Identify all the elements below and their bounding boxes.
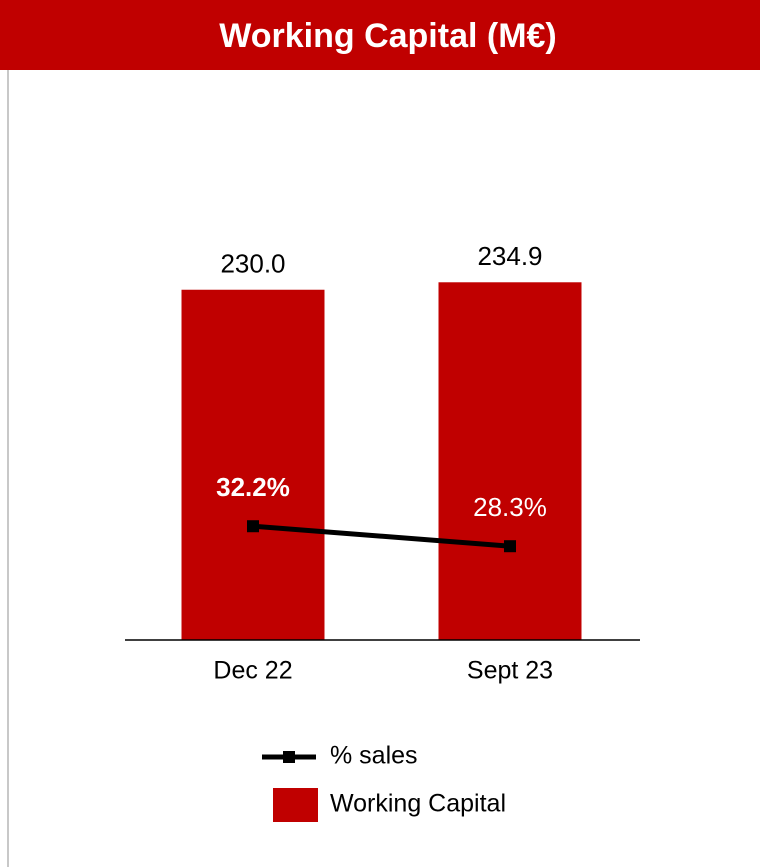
x-tick-label: Sept 23 [467,657,553,685]
chart-title: Working Capital (M€) [219,17,557,55]
bar [181,289,325,640]
legend-label: Working Capital [330,790,506,818]
bar-value-label: 230.0 [220,249,285,279]
legend-swatch [273,788,318,822]
line-value-label: 28.3% [473,492,547,522]
title-banner [0,0,760,70]
legend-label: % sales [330,742,418,770]
line-value-label: 32.2% [216,472,290,502]
bar [438,282,582,640]
line-marker [247,520,259,533]
line [252,523,511,549]
x-tick-label: Dec 22 [213,657,292,685]
legend-marker [283,751,295,763]
bar-value-label: 234.9 [477,241,542,271]
line-marker [504,540,516,553]
